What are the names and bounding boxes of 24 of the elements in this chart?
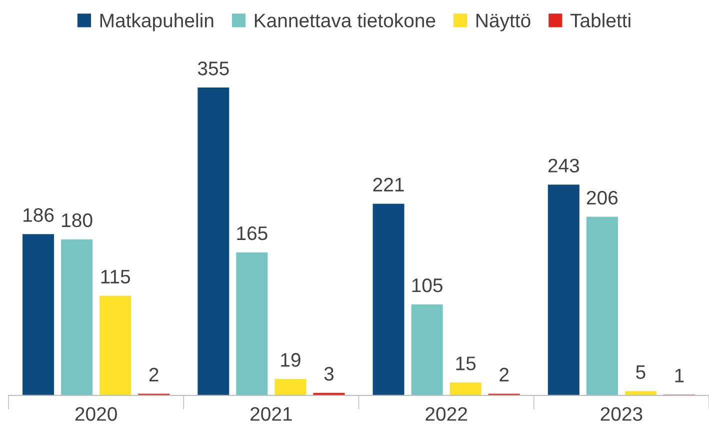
data-label: 15: [456, 356, 476, 370]
data-label: 115: [101, 270, 130, 284]
legend-label: Matkapuhelin: [100, 13, 214, 32]
data-label: 221: [373, 178, 404, 192]
legend-label: Tabletti: [570, 13, 630, 28]
data-label: 19: [281, 353, 300, 367]
data-label: 165: [237, 226, 268, 240]
data-label: 3: [324, 366, 334, 381]
data-label: 355: [198, 62, 229, 76]
x-tick-label: 2020: [75, 407, 117, 421]
x-tick-label: 2022: [426, 407, 467, 421]
legend-label: Kannettava tietokone: [254, 13, 436, 28]
data-label: 180: [62, 213, 92, 228]
x-tick-label: 2023: [600, 407, 642, 421]
data-label: 243: [548, 158, 580, 172]
data-label: 2: [500, 368, 509, 382]
data-label: 206: [586, 190, 618, 205]
legend-label: Näyttö: [476, 14, 530, 32]
data-label: 1: [675, 368, 684, 382]
data-label: 186: [24, 208, 54, 222]
data-label: 105: [412, 278, 442, 292]
x-tick-label: 2021: [250, 407, 292, 421]
data-label: 5: [636, 365, 646, 379]
data-label: 2: [149, 368, 158, 382]
